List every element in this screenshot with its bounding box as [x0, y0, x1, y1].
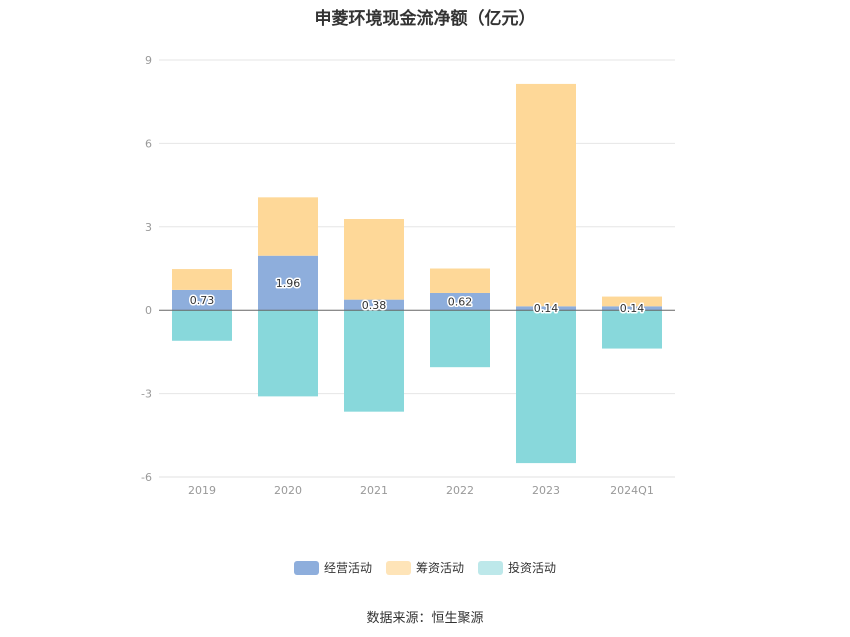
bar-financing	[430, 268, 490, 293]
bar-operating	[430, 292, 490, 311]
legend-swatch-financing	[385, 560, 411, 575]
x-tick-label: 2021	[360, 484, 388, 497]
x-tick-label: 2024Q1	[610, 484, 654, 497]
y-tick-label: -3	[141, 388, 152, 401]
bar-investing	[172, 310, 232, 341]
bar-financing	[172, 269, 232, 290]
bar-investing	[258, 310, 318, 397]
legend: 经营活动 筹资活动 投资活动	[0, 559, 850, 576]
x-tick-label: 2023	[532, 484, 560, 497]
bar-investing	[430, 310, 490, 368]
bar-investing	[344, 310, 404, 412]
data-label: 0.38	[362, 299, 387, 312]
data-label: 0.62	[448, 296, 473, 309]
x-tick-label: 2022	[446, 484, 474, 497]
legend-item-financing[interactable]: 筹资活动	[385, 559, 464, 576]
legend-item-investing[interactable]: 投资活动	[478, 559, 556, 576]
bar-operating	[344, 299, 404, 311]
legend-label-operating: 经营活动	[323, 561, 372, 575]
data-label-halo: 0.14	[534, 302, 559, 315]
data-label: 0.14	[620, 302, 645, 315]
bar-operating	[258, 255, 318, 311]
data-source: 数据来源：恒生聚源	[366, 611, 484, 626]
data-label-halo: 1.96	[276, 277, 301, 290]
data-label-halo: 0.73	[190, 294, 215, 307]
bar-operating	[172, 289, 232, 311]
x-tick-label: 2019	[188, 484, 216, 497]
data-label: 0.14	[534, 302, 559, 315]
legend-label-financing: 筹资活动	[415, 561, 464, 575]
bar-financing	[344, 219, 404, 300]
bar-financing	[258, 197, 318, 256]
data-label: 0.73	[190, 294, 215, 307]
y-tick-label: 0	[145, 304, 152, 317]
bar-financing	[516, 83, 576, 307]
legend-swatch-investing	[478, 560, 503, 575]
y-tick-label: 6	[145, 137, 152, 150]
x-tick-label: 2020	[274, 484, 302, 497]
legend-item-operating[interactable]: 经营活动	[293, 559, 372, 576]
data-label-halo: 0.38	[362, 299, 387, 312]
bar-investing	[602, 310, 662, 349]
data-label: 1.96	[276, 277, 301, 290]
data-label-halo: 0.62	[448, 296, 473, 309]
bar-financing	[602, 296, 662, 307]
bar-operating	[516, 306, 576, 311]
legend-swatch-operating	[293, 560, 319, 575]
y-tick-label: 9	[145, 54, 152, 67]
bar-operating	[602, 306, 662, 311]
bar-investing	[516, 310, 576, 464]
data-label-halo: 0.14	[620, 302, 645, 315]
chart-title: 申菱环境现金流净额（亿元）	[314, 9, 536, 29]
legend-label-investing: 投资活动	[508, 561, 557, 575]
y-tick-label: -6	[141, 471, 152, 484]
y-tick-label: 3	[145, 221, 152, 234]
